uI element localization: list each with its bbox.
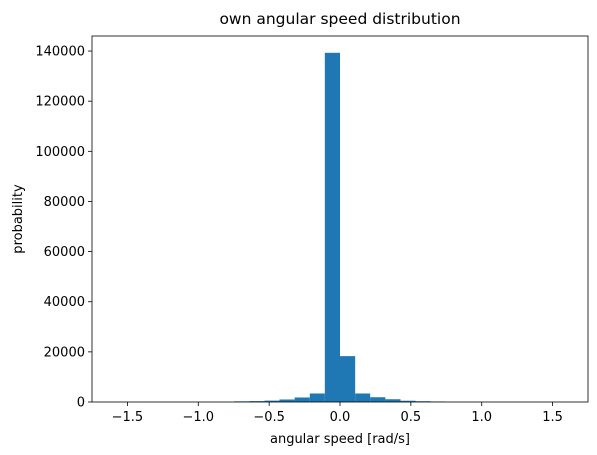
y-tick-label: 140000 — [35, 45, 85, 60]
chart-title: own angular speed distribution — [219, 10, 460, 28]
x-tick-label: 1.5 — [542, 410, 563, 425]
y-tick-label: 40000 — [44, 295, 85, 310]
x-tick-label: 0.0 — [330, 410, 351, 425]
histogram-bar — [370, 397, 386, 402]
y-tick-label: 80000 — [44, 195, 85, 210]
x-tick-label: 0.5 — [401, 410, 422, 425]
histogram-bar — [279, 399, 295, 402]
histogram-bar — [294, 397, 310, 402]
histogram-bar — [400, 400, 416, 402]
histogram-bar — [385, 399, 401, 402]
y-tick-label: 0 — [77, 396, 85, 411]
y-tick-label: 120000 — [35, 95, 85, 110]
x-tick-label: −1.5 — [112, 410, 144, 425]
y-axis-label: probability — [11, 184, 26, 254]
histogram-bar — [309, 393, 325, 402]
y-tick-label: 100000 — [35, 145, 85, 160]
x-axis: −1.5 −1.0 −0.5 0.0 0.5 1.0 1.5 — [112, 402, 563, 425]
histogram-bar — [249, 401, 265, 402]
x-tick-label: −1.0 — [182, 410, 214, 425]
x-axis-label: angular speed [rad/s] — [270, 432, 410, 447]
histogram-bar — [324, 52, 340, 402]
bars-group — [234, 52, 446, 402]
y-axis: 0 20000 40000 60000 80000 100000 120000 140000 — [35, 45, 92, 411]
histogram-bar — [355, 393, 371, 402]
histogram-bar — [264, 400, 280, 402]
histogram-bar — [340, 356, 356, 402]
y-tick-label: 60000 — [44, 245, 85, 260]
x-tick-label: −0.5 — [253, 410, 285, 425]
y-tick-label: 20000 — [44, 345, 85, 360]
x-tick-label: 1.0 — [471, 410, 492, 425]
